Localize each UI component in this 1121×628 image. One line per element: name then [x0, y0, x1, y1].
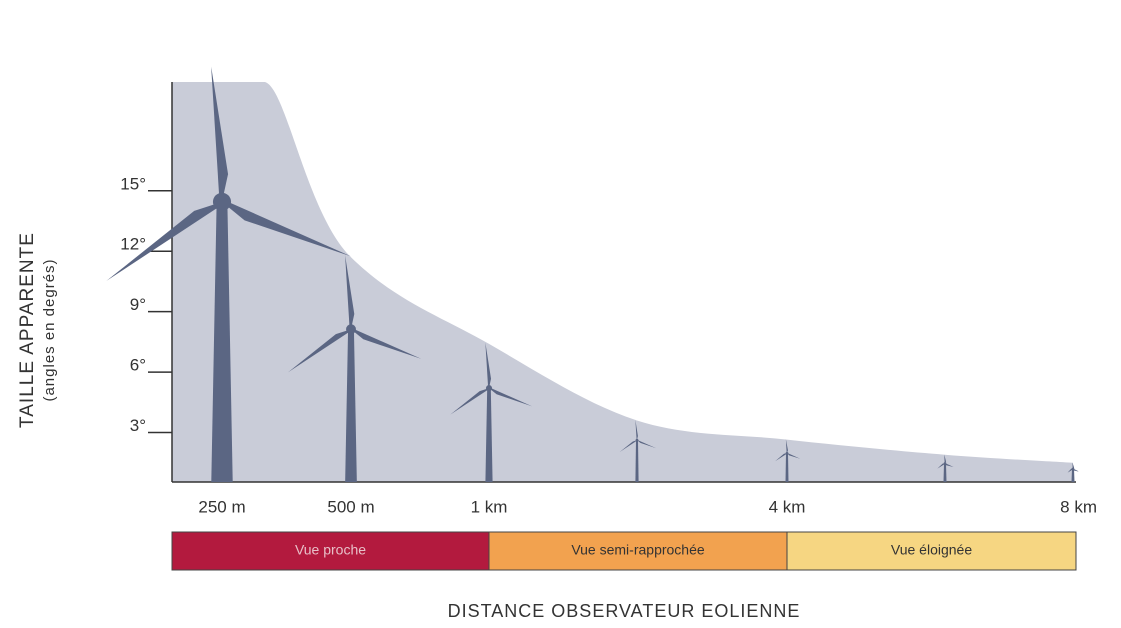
x-tick-label: 250 m [198, 497, 245, 516]
x-tick-label: 8 km [1060, 497, 1097, 516]
chart: TAILLE APPARENTE (angles en degrés) DIST… [0, 0, 1121, 628]
turbine-hub [786, 452, 789, 455]
x-axis-label: DISTANCE OBSERVATEUR EOLIENNE [448, 601, 801, 621]
turbine-hub [1072, 468, 1075, 471]
y-tick-label: 15° [120, 174, 146, 193]
y-tick-label: 9° [130, 295, 146, 314]
y-axis-sublabel: (angles en degrés) [41, 258, 58, 401]
turbine-tower [944, 463, 947, 482]
x-tick-label: 4 km [769, 497, 806, 516]
zone-label: Vue proche [295, 542, 366, 558]
turbine-hub [346, 324, 356, 334]
turbine-hub [213, 193, 231, 211]
turbine-hub [636, 439, 639, 442]
y-tick-label: 12° [120, 235, 146, 254]
zone-label: Vue éloignée [891, 542, 972, 558]
turbine-tower [786, 453, 789, 482]
x-tick-label: 1 km [471, 497, 508, 516]
area [172, 82, 1073, 482]
y-axis-label: TAILLE APPARENTE [17, 232, 38, 428]
y-tick-label: 3° [130, 416, 146, 435]
y-tick-label: 6° [130, 356, 146, 375]
turbine-tower [1072, 469, 1075, 482]
x-tick-label: 500 m [327, 497, 374, 516]
turbine-hub [944, 462, 947, 465]
turbine-hub [486, 385, 492, 391]
zone-label: Vue semi-rapprochée [571, 542, 705, 558]
